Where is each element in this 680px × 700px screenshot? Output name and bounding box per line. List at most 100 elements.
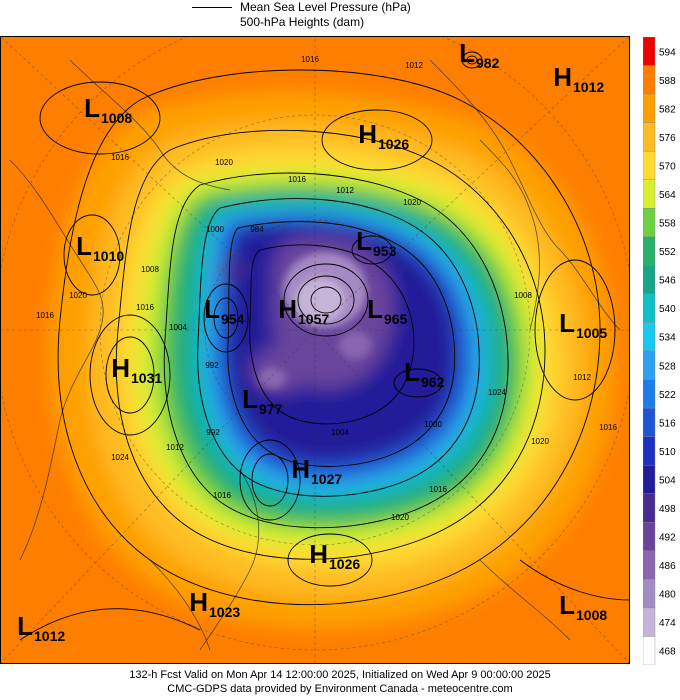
pressure-value: 1026 — [378, 136, 409, 152]
high-pressure-letter: H — [189, 587, 208, 617]
low-pressure-letter: L — [204, 294, 220, 324]
map-footer: 132-h Fcst Valid on Mon Apr 14 12:00:00 … — [0, 668, 680, 696]
colorbar-swatch — [642, 379, 656, 409]
isobar-label: 984 — [250, 225, 264, 234]
isobars — [19, 51, 630, 641]
pressure-value: 954 — [221, 311, 245, 327]
pressure-value: 1031 — [131, 370, 162, 386]
low-pressure-letter: L — [459, 38, 475, 68]
isobar-label: 1016 — [36, 311, 54, 320]
high-pressure-letter: H — [111, 353, 130, 383]
colorbar-swatch — [642, 464, 656, 494]
pressure-value: 965 — [384, 311, 408, 327]
colorbar-label: 480 — [659, 590, 676, 601]
low-pressure-letter: L — [76, 231, 92, 261]
colorbar-swatch — [642, 407, 656, 437]
colorbar-label: 504 — [659, 475, 676, 486]
colorbar-label: 582 — [659, 104, 676, 115]
map-legend: Mean Sea Level Pressure (hPa) 500-hPa He… — [190, 0, 510, 36]
colorbar-swatch — [642, 93, 656, 123]
colorbar-label: 540 — [659, 304, 676, 315]
low-pressure-letter: L — [559, 308, 575, 338]
colorbar-swatch — [642, 150, 656, 180]
isobar-label: 1016 — [288, 175, 306, 184]
height-band-486-east — [339, 331, 371, 359]
isobar-label: 992 — [205, 361, 219, 370]
low-pressure-letter: L — [17, 611, 33, 641]
pressure-value: 1008 — [576, 607, 607, 623]
low-pressure-letter: L — [367, 294, 383, 324]
pressure-value: 962 — [421, 374, 445, 390]
low-pressure-letter: L — [404, 357, 420, 387]
isobar-label: 1020 — [69, 291, 87, 300]
isobar-label: 1004 — [331, 428, 349, 437]
colorbar-swatch — [642, 350, 656, 380]
isobar-line-sample — [192, 7, 232, 8]
colorbar-label: 522 — [659, 390, 676, 401]
high-pressure-letter: H — [358, 119, 377, 149]
isobar-label: 1024 — [111, 453, 129, 462]
map-frame — [0, 36, 630, 664]
isobar-label: 1020 — [391, 513, 409, 522]
colorbar-label: 510 — [659, 447, 676, 458]
colorbar-swatch — [642, 436, 656, 466]
colorbar-swatch — [642, 522, 656, 552]
pressure-value: 1008 — [101, 110, 132, 126]
isobar-label: 1000 — [206, 225, 224, 234]
colorbar-swatch — [642, 236, 656, 266]
colorbar-swatch — [642, 65, 656, 95]
pressure-value: 953 — [373, 243, 397, 259]
isobar-label: 1024 — [488, 388, 506, 397]
colorbar-label: 576 — [659, 133, 676, 144]
high-pressure-letter: H — [278, 294, 297, 324]
colorbar-label: 534 — [659, 333, 676, 344]
weather-map: 1016 1012 1016 1020 1016 1012 1020 1000 984 1008 1… — [0, 36, 630, 664]
height-band-498-west — [218, 258, 246, 282]
colorbar-label: 552 — [659, 247, 676, 258]
colorbar-label: 492 — [659, 533, 676, 544]
isobar-labels: 1016 1012 1016 1020 1016 1012 1020 1000 984 1008 1… — [36, 55, 617, 522]
colorbar-swatch — [642, 322, 656, 352]
colorbar: 594 588 582 576 570 564 558 552 546 540 534 528 522 5… — [642, 36, 679, 666]
colorbar-swatch — [642, 293, 656, 323]
isobar-label: 1012 — [405, 61, 423, 70]
isobar-label: 1008 — [514, 291, 532, 300]
colorbar-label: 564 — [659, 190, 676, 201]
pressure-value: 1012 — [34, 628, 65, 644]
forecast-valid-text: 132-h Fcst Valid on Mon Apr 14 12:00:00 … — [129, 669, 551, 681]
pressure-value: 1005 — [576, 325, 607, 341]
colorbar-swatch — [642, 493, 656, 523]
low-pressure-letter: L — [242, 384, 258, 414]
low-pressure-letter: L — [356, 226, 372, 256]
colorbar-swatch — [642, 179, 656, 209]
colorbar-swatch — [642, 208, 656, 238]
colorbar-label: 546 — [659, 276, 676, 287]
legend-heights-label: 500-hPa Heights (dam) — [240, 15, 365, 29]
isobar-label: 1012 — [336, 186, 354, 195]
colorbar-label: 570 — [659, 161, 676, 172]
low-pressure-letter: L — [559, 590, 575, 620]
height-band-486-south — [258, 367, 286, 389]
isobar-label: 1016 — [599, 423, 617, 432]
pressure-value: 1026 — [329, 556, 360, 572]
colorbar-swatch — [642, 550, 656, 580]
isobar-label: 1004 — [169, 323, 187, 332]
graticule — [0, 36, 630, 664]
colorbar-label: 528 — [659, 361, 676, 372]
high-pressure-letter: H — [309, 539, 328, 569]
low-pressure-letter: L — [84, 93, 100, 123]
colorbar-label: 468 — [659, 647, 676, 658]
isobar-label: 992 — [206, 428, 220, 437]
colorbar-label: 498 — [659, 504, 676, 515]
colorbar-label: 588 — [659, 76, 676, 87]
data-credit-text: CMC-GDPS data provided by Environment Ca… — [167, 683, 513, 695]
colorbar-swatch — [642, 607, 656, 637]
colorbar-label: 486 — [659, 561, 676, 572]
isobar-label: 1012 — [573, 373, 591, 382]
isobar-label: 1016 — [111, 153, 129, 162]
isobar-label: 1016 — [136, 303, 154, 312]
isobar-label: 1016 — [301, 55, 319, 64]
isobar-label: 1012 — [166, 443, 184, 452]
pressure-value: 977 — [259, 401, 283, 417]
